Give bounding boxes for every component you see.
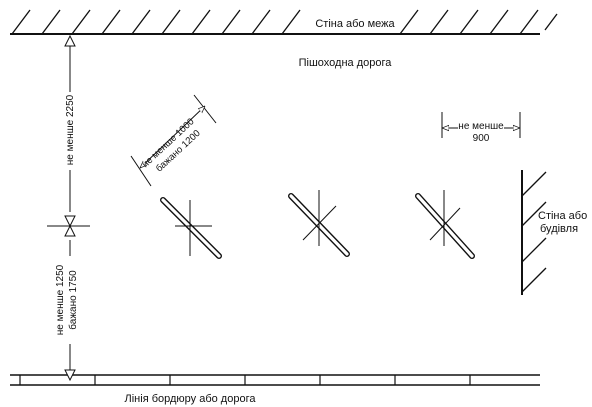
dim-left-top-label: не менше 2250 bbox=[65, 94, 76, 165]
walkway-label: Пішоходна дорога bbox=[299, 57, 393, 69]
curb-line-label: Лінія бордюру або дорога bbox=[125, 393, 257, 405]
bicycle-stand-3 bbox=[415, 190, 475, 259]
left-dimension-line bbox=[47, 34, 90, 382]
dim-left-bottom-label-line2: бажано 1750 bbox=[67, 270, 79, 330]
bicycle-stand-1 bbox=[160, 197, 222, 259]
right-wall-label-line1: Стіна або bbox=[538, 210, 587, 222]
dim-right-label-line2: 900 bbox=[473, 133, 490, 144]
dim-left-bottom-label-line1: не менше 1250 bbox=[55, 264, 66, 335]
right-dimension bbox=[441, 112, 521, 138]
dim-right-label-line1: не менше bbox=[458, 121, 504, 132]
curb-line bbox=[10, 374, 540, 386]
right-wall-label-line2: будівля bbox=[540, 223, 578, 235]
top-wall bbox=[10, 9, 558, 35]
bicycle-stand-2 bbox=[288, 190, 350, 257]
right-wall bbox=[521, 170, 547, 295]
top-wall-label: Стіна або межа bbox=[315, 18, 395, 30]
diagonal-dimension bbox=[130, 94, 217, 187]
